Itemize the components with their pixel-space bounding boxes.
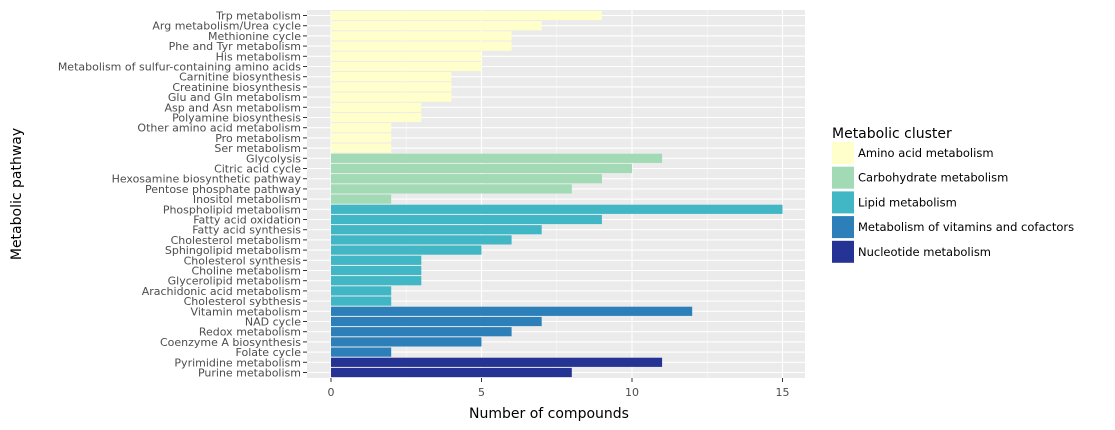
bar [331, 143, 392, 153]
y-tick-label: Phospholipid metabolism [163, 203, 301, 216]
x-tick-label: 10 [625, 386, 639, 399]
legend-label: Nucleotide metabolism [858, 245, 991, 259]
y-tick-label: Purine metabolism [198, 367, 301, 380]
bar [331, 204, 783, 214]
legend-label: Carbohydrate metabolism [858, 171, 1008, 185]
bar [331, 123, 392, 133]
y-tick-label: His metabolism [216, 50, 301, 63]
y-tick-label: Sphingolipid metabolism [165, 244, 301, 257]
y-tick-label: Arg metabolism/Urea cycle [152, 20, 301, 33]
y-tick-label: Asp and Asn metabolism [165, 101, 301, 114]
x-tick-labels: 0 5 10 15 [328, 378, 790, 399]
y-tick-label: Pro metabolism [215, 132, 301, 145]
y-tick-label: Redox metabolism [199, 326, 301, 339]
bar [331, 31, 512, 41]
y-tick-label: Citric acid cycle [214, 163, 301, 176]
y-tick-label: Glycolysis [246, 152, 301, 165]
bar [331, 316, 542, 327]
y-tick-label: Choline metabolism [191, 265, 301, 278]
x-tick-label: 5 [478, 386, 485, 399]
y-tick-label: Glycerolipid metabolism [168, 275, 301, 288]
bar [331, 367, 572, 378]
bar [331, 92, 452, 102]
legend-swatch [832, 240, 854, 263]
y-tick-label: Trp metabolism [215, 10, 301, 23]
y-tick-label: Vitamin metabolism [191, 305, 301, 318]
y-tick-label: Arachidonic acid metabolism [142, 285, 301, 298]
legend: Metabolic cluster Amino acid metabolism C… [832, 126, 1074, 263]
y-tick-label: Fatty acid oxidation [193, 214, 301, 227]
bars [331, 10, 783, 378]
y-tick-label: Phe and Tyr metabolism [169, 40, 301, 53]
y-tick-label: Glu and Gln metabolism [168, 91, 301, 104]
y-tick-label: Inositol metabolism [193, 193, 301, 206]
y-tick-label: Cholesterol sybthesis [184, 295, 302, 308]
bar [331, 225, 542, 235]
y-tick-label: Creatinine biosynthesis [172, 81, 301, 94]
x-tick-label: 15 [776, 386, 790, 399]
legend-swatch [832, 191, 854, 214]
bar [331, 286, 392, 296]
bar [331, 337, 482, 347]
y-tick-label: Coenzyme A biosynthesis [160, 336, 301, 349]
bar [331, 51, 482, 61]
legend-label: Amino acid metabolism [858, 146, 994, 160]
y-tick-label: Pyrimidine metabolism [174, 356, 301, 369]
bar [331, 72, 452, 82]
bar [331, 235, 512, 245]
bar [331, 112, 422, 123]
y-tick-label: Pentose phosphate pathway [145, 183, 301, 196]
bar [331, 245, 482, 255]
legend-swatch [832, 166, 854, 189]
bar [331, 61, 482, 72]
bar [331, 265, 422, 276]
legend-title: Metabolic cluster [832, 126, 952, 142]
bar [331, 133, 392, 143]
bar [331, 10, 602, 21]
x-axis-title: Number of compounds [469, 406, 629, 422]
y-tick-label: Ser metabolism [214, 142, 301, 155]
bar [331, 174, 602, 184]
legend-swatch [832, 216, 854, 239]
bar [331, 82, 452, 92]
bar [331, 163, 632, 174]
legend-swatch [832, 142, 854, 164]
y-tick-label: Methionine cycle [208, 30, 301, 43]
y-tick-label: NAD cycle [245, 316, 301, 329]
bar [331, 255, 422, 265]
bar [331, 153, 663, 163]
bar [331, 41, 512, 51]
plot-panel [307, 10, 805, 378]
bar [331, 214, 602, 225]
bar [331, 102, 422, 112]
x-tick-label: 0 [328, 386, 335, 399]
y-tick-label: Fatty acid synthesis [192, 224, 301, 237]
bar [331, 276, 422, 286]
y-tick-label: Metabolism of sulfur-containing amino ac… [58, 61, 301, 74]
y-tick-label: Polyamine biosynthesis [172, 112, 301, 125]
legend-label: Lipid metabolism [858, 195, 957, 209]
y-axis-title: Metabolic pathway [9, 128, 25, 260]
bar [331, 306, 693, 316]
y-tick-label: Hexosamine biosynthetic pathway [112, 173, 302, 186]
y-tick-label: Folate cycle [236, 346, 302, 359]
y-tick-label: Carnitine biosynthesis [179, 71, 301, 84]
bar [331, 194, 392, 204]
bar [331, 347, 392, 357]
bar [331, 327, 512, 337]
bar [331, 21, 542, 31]
legend-label: Metabolism of vitamins and cofactors [858, 220, 1074, 234]
y-tick-label: Cholesterol synthesis [184, 254, 302, 267]
bar [331, 296, 392, 306]
bar [331, 357, 663, 367]
y-tick-label: Other amino acid metabolism [137, 122, 301, 135]
y-tick-label: Cholesterol metabolism [171, 234, 301, 247]
bar [331, 184, 572, 194]
